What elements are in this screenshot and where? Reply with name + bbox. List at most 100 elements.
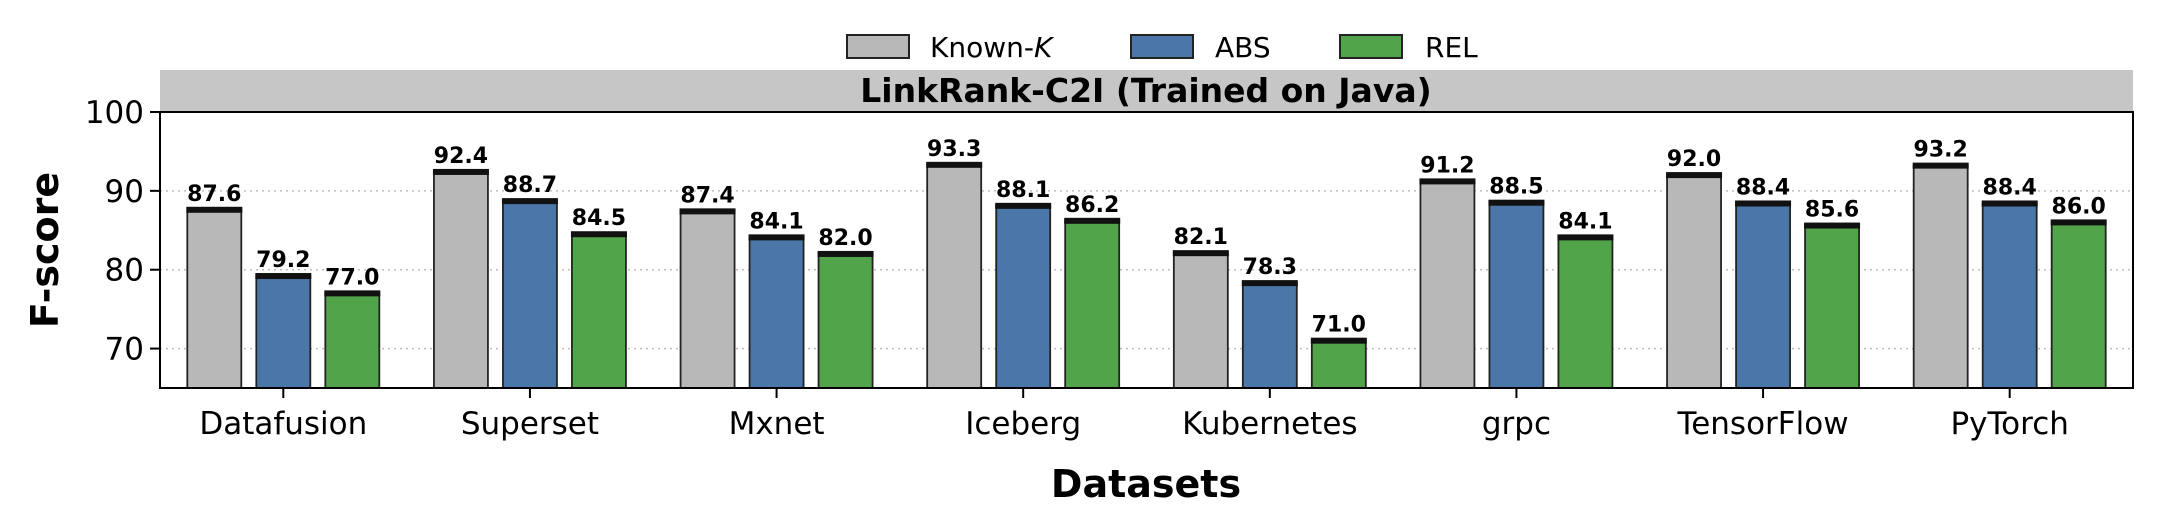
y-tick-label: 90 xyxy=(105,174,144,210)
legend-label-rel: REL xyxy=(1425,31,1478,64)
x-tick-label: grpc xyxy=(1482,406,1551,442)
data-label: 82.0 xyxy=(818,226,872,251)
y-tick-label: 80 xyxy=(105,253,144,289)
bar-abs-grpc xyxy=(1488,201,1545,389)
bar-rel-iceberg xyxy=(1064,219,1121,389)
legend-label-abs: ABS xyxy=(1215,31,1271,64)
data-label: 87.6 xyxy=(187,182,241,207)
data-label: 78.3 xyxy=(1243,255,1297,280)
data-label: 92.0 xyxy=(1667,147,1721,172)
bar-known-k-grpc xyxy=(1419,180,1476,389)
data-label: 84.5 xyxy=(572,206,626,231)
data-label: 88.4 xyxy=(1736,175,1790,200)
legend-swatch-abs xyxy=(1130,34,1194,59)
data-label: 82.1 xyxy=(1174,225,1228,250)
data-label: 88.5 xyxy=(1489,175,1543,200)
plot-frame xyxy=(159,111,2134,389)
bar-known-k-tensorflow xyxy=(1666,174,1722,389)
x-axis-ticks: Datafusion Superset Mxnet Iceberg Kubernetes… xyxy=(199,388,2069,442)
legend-label-known-k: Known-K xyxy=(930,31,1055,64)
title-band xyxy=(160,70,2133,112)
bar-rel-kubernetes xyxy=(1310,339,1367,389)
data-label: 91.2 xyxy=(1420,153,1474,178)
bar-abs-iceberg xyxy=(995,204,1052,389)
bar-known-k-datafusion xyxy=(186,208,243,389)
bar-cap xyxy=(1241,280,1298,287)
data-label: 79.2 xyxy=(256,248,310,273)
bar-abs-datafusion xyxy=(255,275,312,389)
x-tick-label: TensorFlow xyxy=(1677,406,1849,442)
data-label: 86.0 xyxy=(2052,194,2106,219)
bar-cap xyxy=(679,208,736,215)
bar-cap xyxy=(501,198,558,205)
bar-cap xyxy=(432,168,489,175)
bar-cap xyxy=(995,202,1052,209)
legend-swatch-rel xyxy=(1339,34,1403,59)
bar-cap xyxy=(186,206,243,213)
bar-cap xyxy=(1666,172,1723,179)
y-axis-ticks: 70 80 90 100 xyxy=(85,95,160,368)
bar-rel-datafusion xyxy=(324,292,381,389)
bar-abs-mxnet xyxy=(748,236,805,389)
legend: Known-K ABS REL xyxy=(846,31,1478,64)
legend-swatch-known-k xyxy=(846,34,910,59)
data-label: 85.6 xyxy=(1805,198,1859,223)
y-tick-label: 100 xyxy=(85,95,144,131)
bar-cap xyxy=(1419,178,1476,185)
chart-title: LinkRank-C2I (Trained on Java) xyxy=(860,71,1431,110)
bar-abs-pytorch xyxy=(1981,202,2038,389)
bar-cap xyxy=(926,161,983,168)
x-tick-label: Kubernetes xyxy=(1182,406,1357,442)
data-label: 88.7 xyxy=(503,173,557,198)
bars xyxy=(186,161,2107,389)
x-tick-label: Datafusion xyxy=(199,406,367,442)
data-labels: 87.6 79.2 77.0 92.4 88.7 84.5 87.4 84.1 82.0 93.3… xyxy=(187,137,2106,338)
data-label: 84.1 xyxy=(1558,209,1612,234)
data-label: 93.3 xyxy=(927,137,981,162)
bar-cap xyxy=(1804,222,1861,229)
data-label: 88.1 xyxy=(996,178,1050,203)
bar-rel-grpc xyxy=(1557,236,1614,389)
bar-rel-mxnet xyxy=(817,253,874,389)
bar-cap xyxy=(1912,162,1969,169)
bar-rel-superset xyxy=(571,233,627,389)
x-tick-label: Superset xyxy=(461,406,599,442)
data-label: 71.0 xyxy=(1312,313,1366,338)
bar-cap xyxy=(324,290,381,297)
bar-cap xyxy=(748,234,805,241)
bar-known-k-pytorch xyxy=(1912,164,1969,389)
bar-cap xyxy=(570,231,627,238)
data-label: 86.2 xyxy=(1065,193,1119,218)
y-tick-label: 70 xyxy=(105,332,144,368)
bar-abs-superset xyxy=(502,200,558,389)
bar-known-k-superset xyxy=(433,171,489,389)
bar-rel-pytorch xyxy=(2050,221,2107,389)
data-label: 92.4 xyxy=(434,144,488,169)
y-axis-title: F-score xyxy=(23,172,67,328)
bar-cap xyxy=(1735,200,1792,207)
x-axis-title: Datasets xyxy=(1051,462,1241,506)
x-tick-label: PyTorch xyxy=(1950,406,2068,442)
x-tick-label: Iceberg xyxy=(965,406,1081,442)
bar-cap xyxy=(1557,234,1614,241)
bar-cap xyxy=(1310,337,1367,344)
bar-cap xyxy=(1488,199,1545,206)
x-tick-label: Mxnet xyxy=(729,406,825,442)
bar-known-k-iceberg xyxy=(926,163,983,389)
bar-cap xyxy=(2050,219,2107,226)
bar-cap xyxy=(1064,217,1121,224)
bar-abs-kubernetes xyxy=(1241,282,1298,389)
bar-known-k-mxnet xyxy=(679,210,736,389)
bar-abs-tensorflow xyxy=(1735,202,1791,389)
bar-cap xyxy=(1981,200,2038,207)
data-label: 77.0 xyxy=(325,265,379,290)
data-label: 93.2 xyxy=(1914,138,1968,163)
data-label: 84.1 xyxy=(749,209,803,234)
bar-cap xyxy=(255,273,312,280)
bar-rel-tensorflow xyxy=(1804,224,1860,389)
data-label: 87.4 xyxy=(680,183,734,208)
bar-known-k-kubernetes xyxy=(1172,252,1229,389)
data-label: 88.4 xyxy=(1983,175,2037,200)
bar-cap xyxy=(817,250,874,257)
